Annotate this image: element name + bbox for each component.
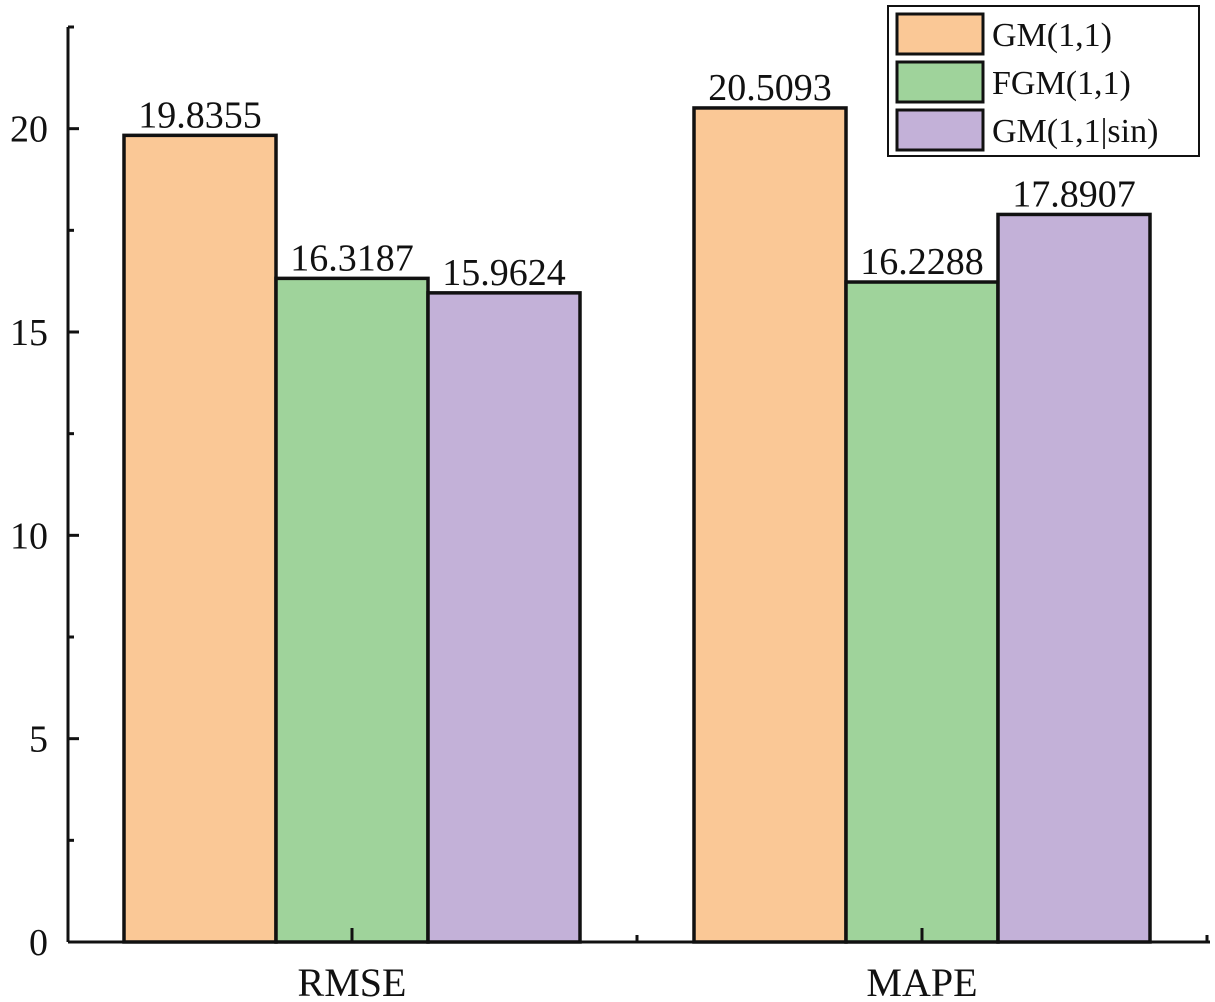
legend-swatch-gm-1-1-sin xyxy=(895,108,985,152)
y-tick-label: 5 xyxy=(29,719,48,761)
bar-rmse-gm-1-1-sin xyxy=(426,291,582,944)
data-label-rmse-gm-1-1: 19.8355 xyxy=(138,94,262,136)
legend-label-gm-1-1-sin: GM(1,1|sin) xyxy=(992,113,1158,150)
y-tick-label: 20 xyxy=(10,109,48,151)
data-label-rmse-fgm-1-1: 16.3187 xyxy=(290,237,414,279)
legend-label-fgm-1-1: FGM(1,1) xyxy=(992,65,1131,102)
data-label-mape-fgm-1-1: 16.2288 xyxy=(860,241,984,283)
y-tick-label: 0 xyxy=(29,922,48,964)
bar-mape-gm-1-1-sin xyxy=(996,212,1152,944)
bars-group xyxy=(122,106,1152,944)
legend: GM(1,1) FGM(1,1) GM(1,1|sin) xyxy=(887,5,1200,157)
bar-mape-fgm-1-1 xyxy=(844,280,1000,944)
bar-rmse-gm-1-1 xyxy=(122,133,278,944)
data-label-mape-gm-1-1-sin: 17.8907 xyxy=(1012,173,1136,215)
axes-group: 0 5 10 15 20 RMSE MAPE xyxy=(10,25,1210,1002)
y-tick-label: 15 xyxy=(10,312,48,354)
x-tick-label-mape: MAPE xyxy=(866,960,977,1002)
y-tick-label: 10 xyxy=(10,515,48,557)
bar-mape-gm-1-1 xyxy=(692,106,848,944)
bar-rmse-fgm-1-1 xyxy=(274,276,430,944)
legend-swatch-fgm-1-1 xyxy=(895,60,985,104)
legend-label-gm-1-1: GM(1,1) xyxy=(992,17,1112,54)
data-label-mape-gm-1-1: 20.5093 xyxy=(708,67,832,109)
x-tick-label-rmse: RMSE xyxy=(298,960,407,1002)
legend-swatch-gm-1-1 xyxy=(895,12,985,56)
data-label-rmse-gm-1-1-sin: 15.9624 xyxy=(442,252,566,294)
data-labels-group: 19.8355 16.3187 15.9624 20.5093 16.2288 17.89… xyxy=(138,67,1136,294)
